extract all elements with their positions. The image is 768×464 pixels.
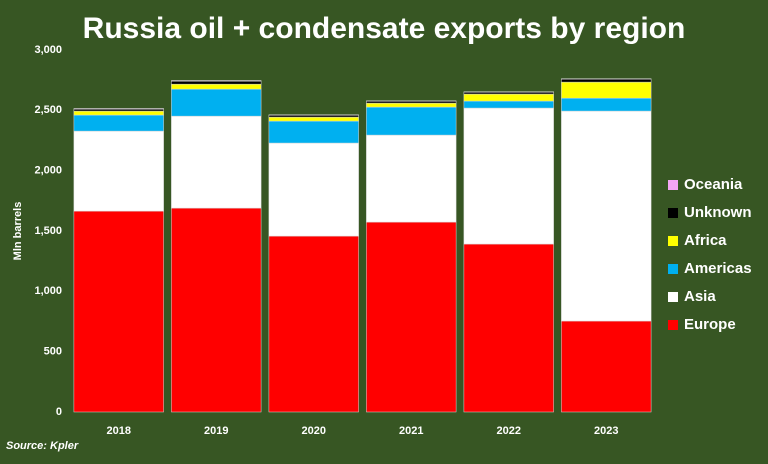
bar-segment xyxy=(268,116,359,122)
bar-segment xyxy=(561,78,652,83)
bar-segment xyxy=(73,108,164,112)
bar-segment xyxy=(73,130,164,212)
y-tick-label: 1,500 xyxy=(34,225,62,237)
bar-segment xyxy=(561,110,652,322)
bar-segment xyxy=(171,88,262,117)
x-tick-label: 2022 xyxy=(497,425,521,437)
legend-swatch xyxy=(668,236,678,246)
bar-segment xyxy=(561,97,652,112)
bar-segment xyxy=(366,221,457,413)
x-tick-label: 2020 xyxy=(302,425,326,437)
bar-segment xyxy=(73,210,164,413)
bar-segment xyxy=(268,142,359,237)
y-tick-label: 500 xyxy=(44,346,62,358)
chart-title: Russia oil + condensate exports by regio… xyxy=(83,12,686,45)
bar-segment xyxy=(366,134,457,223)
y-tick-label: 1,000 xyxy=(34,285,62,297)
bar-segment xyxy=(171,207,262,413)
x-tick-label: 2021 xyxy=(399,425,423,437)
y-tick-label: 3,000 xyxy=(34,44,62,56)
bar-segment xyxy=(73,108,164,110)
bar-segment xyxy=(171,80,262,82)
bar-segment xyxy=(268,114,359,118)
bar-segment xyxy=(561,320,652,413)
legend-swatch xyxy=(668,264,678,274)
bar-segment xyxy=(73,110,164,116)
bar-segment xyxy=(268,235,359,413)
x-tick-label: 2018 xyxy=(107,425,131,437)
bar-segment xyxy=(463,93,554,102)
bar-segment xyxy=(171,80,262,85)
bar-segment xyxy=(366,100,457,104)
bar-segment xyxy=(463,91,554,95)
source: Source: Kpler xyxy=(6,440,79,452)
bar-segment xyxy=(463,107,554,245)
legend-label: Unknown xyxy=(684,204,752,221)
bar-segment xyxy=(463,100,554,109)
legend-swatch xyxy=(668,208,678,218)
legend-label: Americas xyxy=(684,260,752,277)
bar-segment xyxy=(366,102,457,108)
legend-label: Africa xyxy=(684,232,727,249)
legend-swatch xyxy=(668,320,678,330)
bar-segment xyxy=(366,106,457,136)
bar-segment xyxy=(268,120,359,144)
bar-segment xyxy=(73,114,164,132)
bar-segment xyxy=(171,115,262,209)
x-tick-label: 2019 xyxy=(204,425,228,437)
legend-label: Oceania xyxy=(684,176,743,193)
y-tick-label: 2,500 xyxy=(34,104,62,116)
y-tick-label: 0 xyxy=(56,406,62,418)
bar-segment xyxy=(171,83,262,90)
y-axis-label: Mln barrels xyxy=(12,202,24,261)
legend-swatch xyxy=(668,292,678,302)
legend-label: Asia xyxy=(684,288,716,305)
bar-segment xyxy=(463,243,554,413)
y-tick-label: 2,000 xyxy=(34,165,62,177)
legend-swatch xyxy=(668,180,678,190)
legend-label: Europe xyxy=(684,316,736,333)
bar-segment xyxy=(561,81,652,99)
x-tick-label: 2023 xyxy=(594,425,618,437)
